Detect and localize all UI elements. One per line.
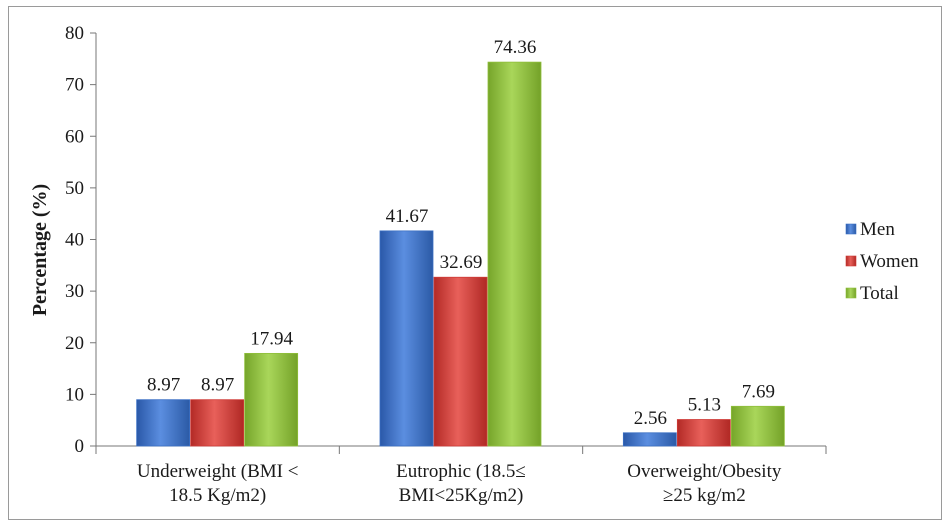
y-tick-label: 70 — [65, 75, 84, 96]
bar-men — [136, 399, 191, 447]
axes: 0 10 20 30 40 50 60 70 80 Underweight (BMI < 18.5 … — [65, 23, 827, 506]
y-tick-label: 20 — [65, 333, 84, 354]
data-label: 8.97 — [147, 375, 180, 396]
legend-swatch — [845, 287, 857, 299]
bar-men — [622, 432, 677, 447]
bar-women — [433, 276, 488, 447]
x-category-label: BMI<25Kg/m2) — [399, 485, 524, 506]
y-tick-label: 50 — [65, 178, 84, 199]
y-tick-label: 30 — [65, 281, 84, 302]
data-label: 7.69 — [742, 381, 775, 402]
x-category-label: Underweight (BMI < — [137, 461, 299, 482]
y-tick-label: 40 — [65, 230, 84, 251]
x-category-label: 18.5 Kg/m2) — [169, 485, 266, 506]
x-category-label: Eutrophic (18.5≤ — [396, 461, 526, 482]
legend-label: Total — [860, 283, 899, 304]
data-label: 74.36 — [494, 37, 537, 58]
bar-total — [730, 405, 785, 447]
y-tick-label: 0 — [75, 436, 85, 457]
bar-total — [244, 352, 299, 447]
legend-label: Women — [860, 251, 919, 272]
data-label: 5.13 — [688, 395, 721, 416]
x-category-label: ≥25 kg/m2 — [663, 485, 746, 506]
bar-women — [676, 419, 731, 447]
data-label: 32.69 — [440, 252, 483, 273]
y-tick-label: 60 — [65, 126, 84, 147]
data-label: 2.56 — [634, 408, 667, 429]
bar-men — [379, 230, 434, 447]
legend-swatch — [845, 223, 857, 235]
data-label: 8.97 — [201, 375, 234, 396]
data-labels: 8.97 41.67 2.56 8.97 32.69 5.13 17.94 74.36 7.69 — [147, 37, 775, 429]
bar-women — [190, 399, 245, 447]
legend-label: Men — [860, 219, 895, 240]
y-tick-label: 80 — [65, 23, 84, 44]
data-label: 41.67 — [386, 206, 429, 227]
data-label: 17.94 — [250, 328, 293, 349]
y-tick-label: 10 — [65, 384, 84, 405]
bar-total — [487, 61, 542, 447]
x-category-label: Overweight/Obesity — [627, 461, 782, 482]
legend: Men Women Total — [845, 219, 919, 304]
legend-swatch — [845, 255, 857, 267]
y-axis-title: Percentage (%) — [29, 184, 51, 316]
bars — [136, 61, 785, 447]
